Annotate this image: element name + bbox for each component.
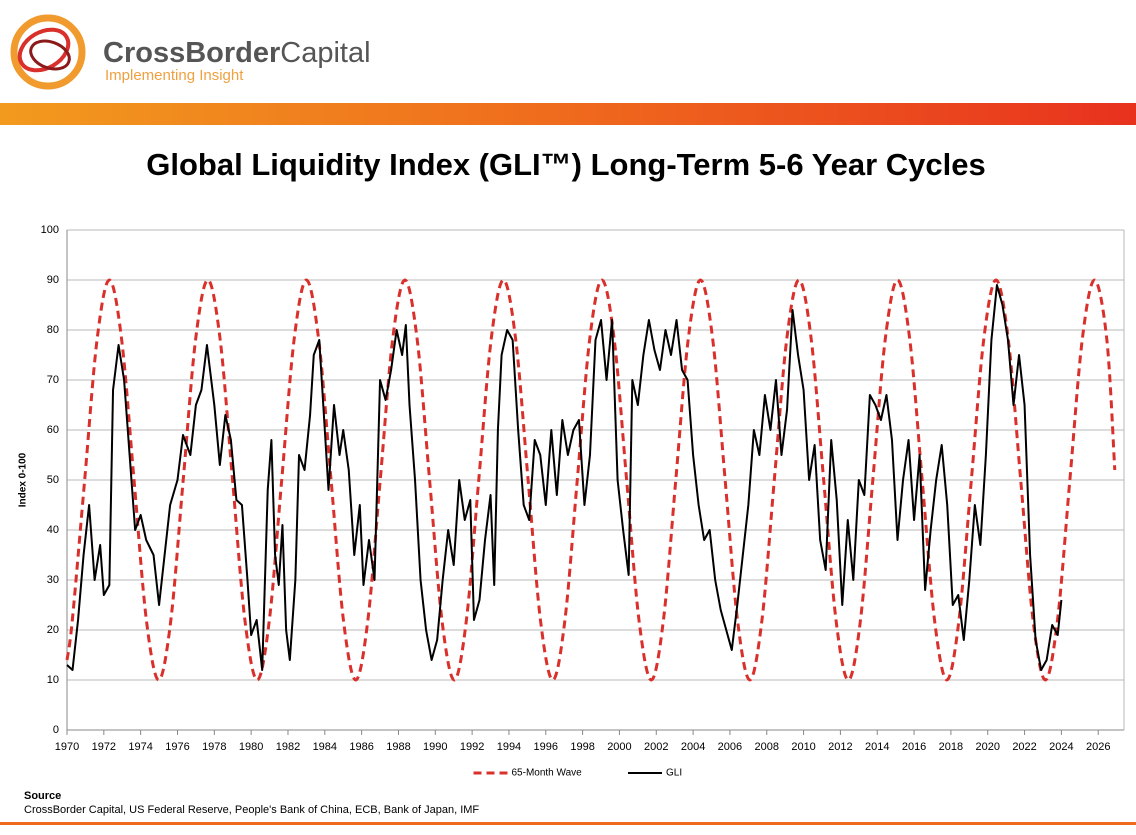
x-tick-label: 2018	[939, 741, 963, 753]
y-tick-label: 100	[41, 224, 59, 236]
y-tick-label: 50	[47, 474, 59, 486]
y-tick-label: 40	[47, 524, 59, 536]
x-tick-label: 1988	[386, 741, 410, 753]
logo	[10, 14, 86, 90]
chart-title: Global Liquidity Index (GLI™) Long-Term …	[146, 147, 985, 182]
y-axis-label: Index 0-100	[18, 452, 29, 507]
brand-bold: CrossBorder	[103, 37, 280, 69]
x-tick-label: 2002	[644, 741, 668, 753]
y-tick-label: 70	[47, 374, 59, 386]
x-tick-label: 1984	[313, 741, 337, 753]
brand: CrossBorderCapital	[103, 37, 371, 69]
x-tick-label: 1980	[239, 741, 263, 753]
x-tick-label: 2024	[1049, 741, 1073, 753]
logo-swirl	[17, 27, 71, 73]
y-tick-label: 10	[47, 674, 59, 686]
x-tick-label: 1970	[55, 741, 79, 753]
brand-regular: Capital	[280, 37, 370, 69]
x-tick-label: 2004	[681, 741, 705, 753]
tagline: Implementing Insight	[105, 67, 244, 84]
logo-swirl	[29, 39, 71, 71]
x-tick-label: 1994	[497, 741, 521, 753]
y-tick-label: 90	[47, 274, 59, 286]
series-line	[66, 284, 1063, 671]
x-tick-label: 2008	[755, 741, 779, 753]
header-band	[0, 103, 1136, 125]
x-tick-label: 1978	[202, 741, 226, 753]
x-tick-label: 1976	[165, 741, 189, 753]
x-tick-label: 2026	[1086, 741, 1110, 753]
y-tick-label: 60	[47, 424, 59, 436]
x-tick-label: 1998	[570, 741, 594, 753]
source-label: Source	[24, 790, 61, 802]
x-tick-label: 1990	[423, 741, 447, 753]
x-tick-label: 1974	[128, 741, 152, 753]
legend-label: GLI	[666, 768, 682, 779]
x-tick-label: 2020	[975, 741, 999, 753]
x-tick-label: 1986	[349, 741, 373, 753]
x-tick-label: 1982	[276, 741, 300, 753]
x-tick-label: 2012	[828, 741, 852, 753]
logo-ring	[10, 14, 86, 90]
x-tick-label: 2014	[865, 741, 889, 753]
x-tick-label: 2022	[1012, 741, 1036, 753]
x-tick-label: 1992	[460, 741, 484, 753]
plot: 0 10 20 30 40 50 60 70 80 90 100 1970 1972 1974 1976 19…	[41, 224, 1125, 779]
x-tick-label: 2010	[791, 741, 815, 753]
y-tick-label: 80	[47, 324, 59, 336]
x-tick-label: 1972	[92, 741, 116, 753]
x-tick-label: 2006	[718, 741, 742, 753]
x-tick-label: 1996	[534, 741, 558, 753]
y-tick-label: 30	[47, 574, 59, 586]
legend-label: 65-Month Wave	[512, 768, 583, 779]
y-tick-label: 20	[47, 624, 59, 636]
footer-line	[0, 822, 1136, 825]
source-text: CrossBorder Capital, US Federal Reserve,…	[24, 804, 479, 816]
x-tick-label: 2016	[902, 741, 926, 753]
x-tick-label: 2000	[607, 741, 631, 753]
y-tick-label: 0	[53, 724, 59, 736]
series-line	[65, 278, 1117, 682]
